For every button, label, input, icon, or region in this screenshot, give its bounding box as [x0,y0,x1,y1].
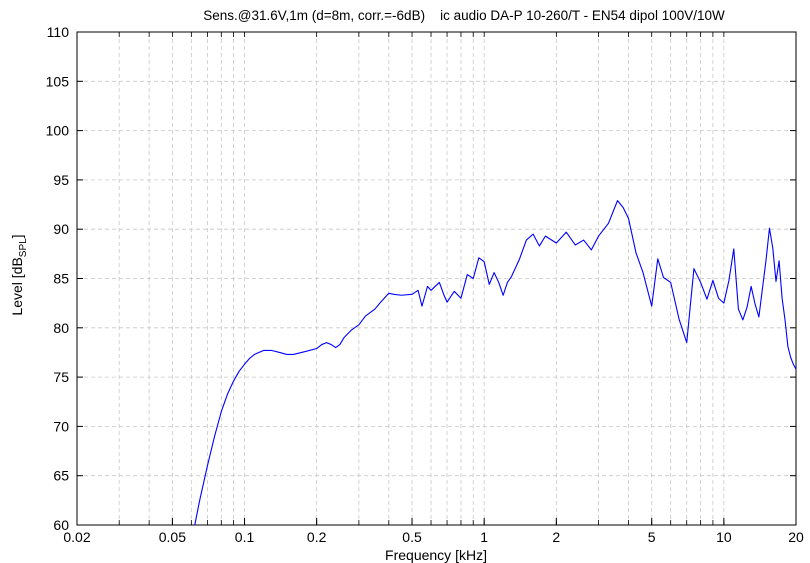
y-axis-title: Level [dBSPL] [9,234,29,315]
x-axis-title: Frequency [kHz] [385,547,487,563]
y-tick-label: 85 [53,271,69,287]
y-tick-label: 70 [53,418,69,434]
x-tick-label: 0.2 [307,529,327,545]
y-tick-label: 60 [53,517,69,533]
grid-layer [77,32,796,525]
y-tick-label: 100 [46,123,70,139]
y-tick-label: 65 [53,468,69,484]
y-tick-label: 110 [47,24,70,40]
x-tick-label: 10 [716,529,732,545]
x-tick-label: 5 [648,529,656,545]
chart-title: Sens.@31.6V,1m (d=8m, corr.=-6dB) ic aud… [203,8,725,23]
y-tick-label: 105 [46,73,70,89]
y-tick-label: 95 [53,172,69,188]
y-tick-label: 75 [53,369,69,385]
x-tick-label: 2 [552,529,560,545]
x-tick-label: 0.1 [235,529,255,545]
x-tick-label: 1 [480,529,488,545]
tick-layer [76,31,797,526]
x-tick-label: 0.02 [63,529,90,545]
y-axis-title-end: ] [9,234,25,238]
response-curve-line [194,200,797,526]
y-axis-title-main: Level [dB [9,257,25,315]
x-tick-label: 0.05 [159,529,186,545]
y-tick-label: 80 [53,320,69,336]
y-axis-title-subscript: SPL [18,238,29,257]
x-tick-label: 20 [788,529,804,545]
y-tick-label: 90 [53,221,69,237]
x-tick-label: 0.5 [402,529,422,545]
